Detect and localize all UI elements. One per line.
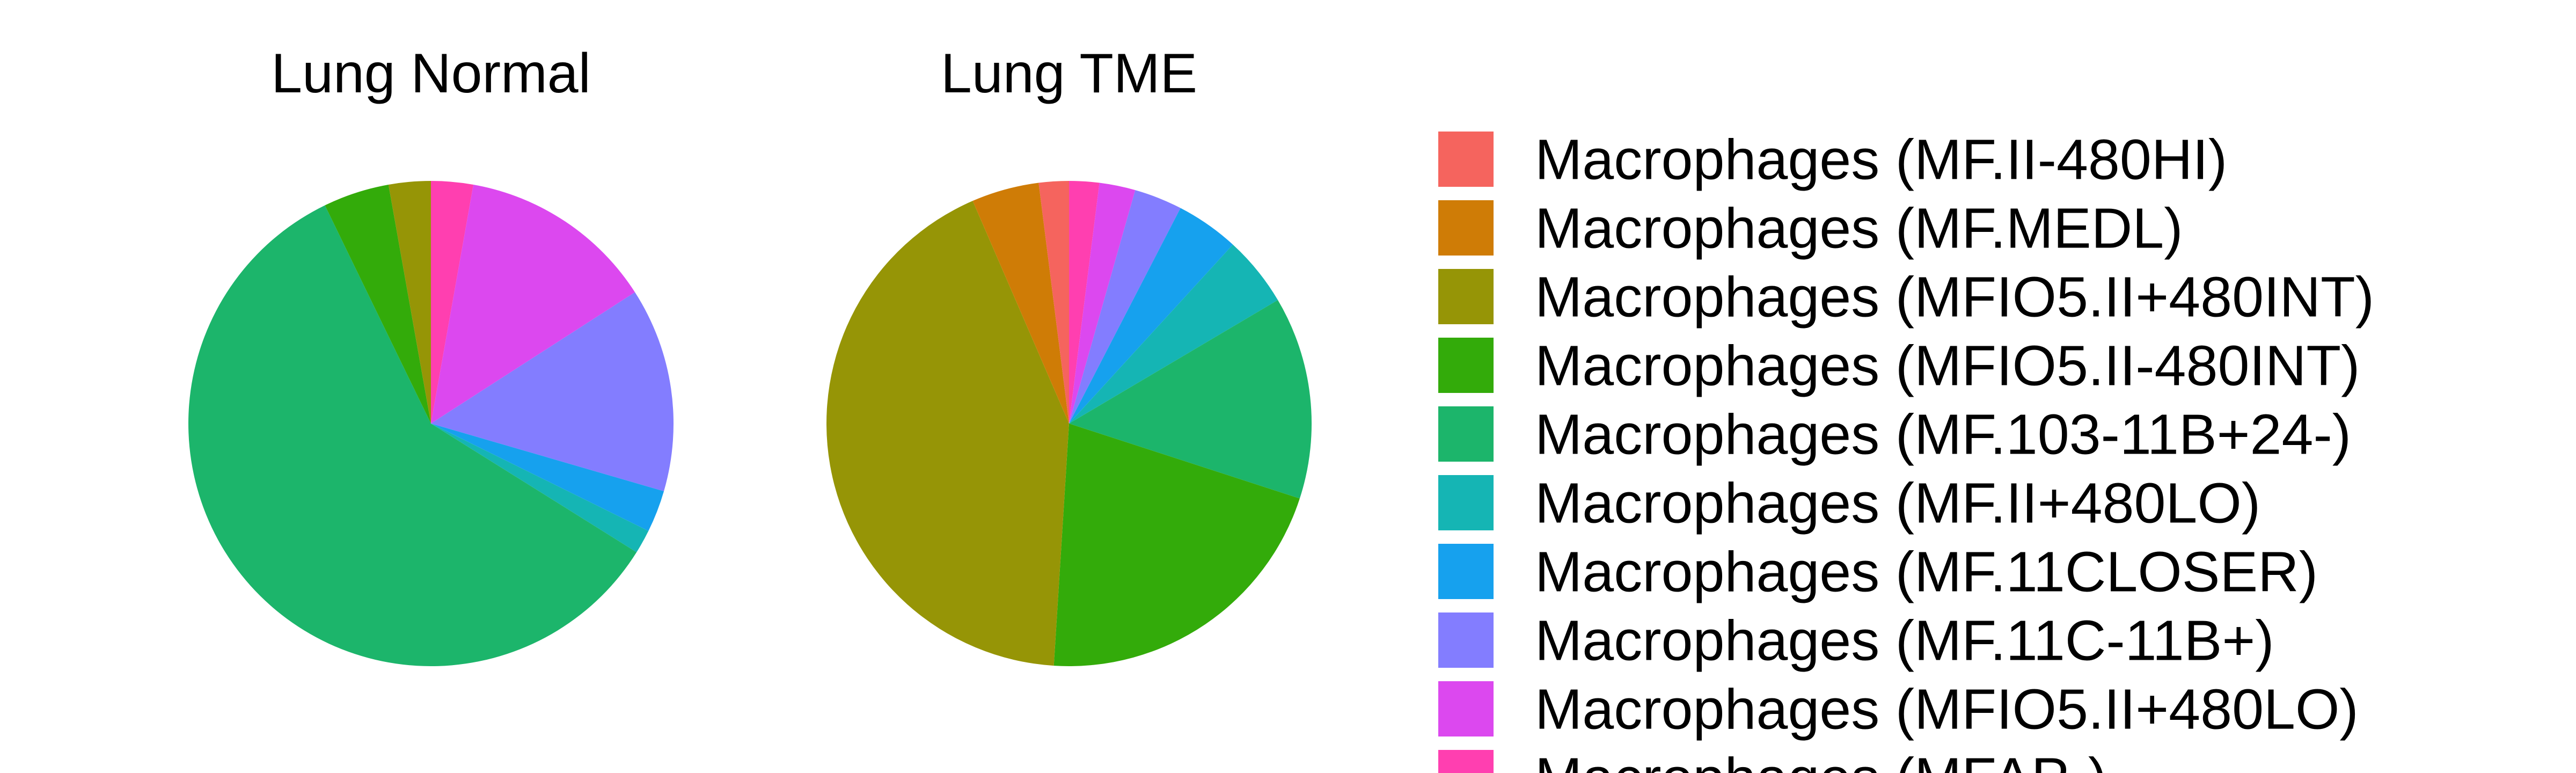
pie-lung-normal: Lung Normal (188, 42, 674, 666)
legend-swatch (1438, 750, 1494, 773)
legend-swatch (1438, 269, 1494, 324)
legend-swatch (1438, 338, 1494, 393)
legend-swatch (1438, 612, 1494, 668)
pie-slice-macrophages-mf-103-11b-24 (1069, 300, 1312, 499)
legend-label: Macrophages (MFIO5.II+480LO) (1535, 678, 2359, 741)
pie-slice-macrophages-mf-ii-480lo (431, 424, 649, 552)
pie-slice-macrophages-mfap (1069, 180, 1100, 424)
legend-item-macrophages-mfio5-ii-480lo: Macrophages (MFIO5.II+480LO) (1438, 678, 2359, 741)
legend-swatch (1438, 132, 1494, 187)
pie-slice-macrophages-mf-11c-11b (1069, 190, 1181, 424)
legend-label: Macrophages (MF.II-480HI) (1535, 128, 2227, 192)
legend-label: Macrophages (MFIO5.II-480INT) (1535, 334, 2360, 398)
pie-title: Lung TME (941, 42, 1197, 105)
legend-swatch (1438, 200, 1494, 256)
legend-swatch (1438, 406, 1494, 462)
legend-label: Macrophages (MF.11C-11B+) (1535, 609, 2274, 673)
pie-slice-macrophages-mfio5-ii-480int (826, 201, 1069, 666)
legend-item-macrophages-mfio5-ii-480int: Macrophages (MFIO5.II-480INT) (1438, 334, 2360, 398)
legend-item-macrophages-mf-medl: Macrophages (MF.MEDL) (1438, 197, 2183, 260)
legend-label: Macrophages (MFIO5.II+480INT) (1535, 266, 2374, 329)
legend: Macrophages (MF.II-480HI)Macrophages (MF… (1438, 128, 2374, 773)
legend-item-macrophages-mf-103-11b-24: Macrophages (MF.103-11B+24-) (1438, 403, 2351, 466)
legend-item-macrophages-mf-ii-480lo: Macrophages (MF.II+480LO) (1438, 472, 2260, 535)
legend-swatch (1438, 475, 1494, 530)
legend-item-macrophages-mf-11c-11b: Macrophages (MF.11C-11B+) (1438, 609, 2274, 673)
pie-title: Lung Normal (271, 42, 590, 105)
legend-swatch (1438, 544, 1494, 599)
pie-slice-macrophages-mfap (431, 181, 474, 424)
pie-slice-macrophages-mfio5-ii-480int (325, 184, 431, 424)
legend-item-macrophages-mfio5-ii-480int: Macrophages (MFIO5.II+480INT) (1438, 266, 2374, 329)
pie-slice-macrophages-mfio5-ii-480lo (1069, 183, 1136, 424)
pie-slice-macrophages-mfio5-ii-480lo (431, 184, 635, 424)
pie-slice-macrophages-mf-ii-480hi (1038, 181, 1069, 424)
legend-label: Macrophages (MFAP-) (1535, 747, 2107, 773)
pie-slice-macrophages-mfio5-ii-480int (1053, 424, 1300, 667)
legend-item-macrophages-mf-ii-480hi: Macrophages (MF.II-480HI) (1438, 128, 2227, 192)
legend-label: Macrophages (MF.11CLOSER) (1535, 541, 2318, 604)
pie-lung-tme: Lung TME (826, 42, 1312, 667)
pie-slice-macrophages-mfio5-ii-480int (388, 181, 431, 424)
pie-slice-macrophages-mf-11c-11b (431, 292, 674, 492)
legend-label: Macrophages (MF.MEDL) (1535, 197, 2183, 260)
pie-slice-macrophages-mf-103-11b-24 (188, 205, 637, 666)
pie-slice-macrophages-mf-11closer (431, 424, 664, 531)
pie-slice-macrophages-mf-medl (972, 183, 1069, 424)
legend-item-macrophages-mf-11closer: Macrophages (MF.11CLOSER) (1438, 541, 2318, 604)
legend-item-macrophages-mfap: Macrophages (MFAP-) (1438, 747, 2107, 773)
legend-label: Macrophages (MF.103-11B+24-) (1535, 403, 2351, 466)
pie-slice-macrophages-mf-ii-480lo (1069, 244, 1278, 424)
pies-layer: Lung Normal Lung TME (188, 42, 1312, 667)
pie-slice-macrophages-mf-11closer (1069, 208, 1233, 424)
legend-label: Macrophages (MF.II+480LO) (1535, 472, 2260, 535)
legend-swatch (1438, 681, 1494, 736)
